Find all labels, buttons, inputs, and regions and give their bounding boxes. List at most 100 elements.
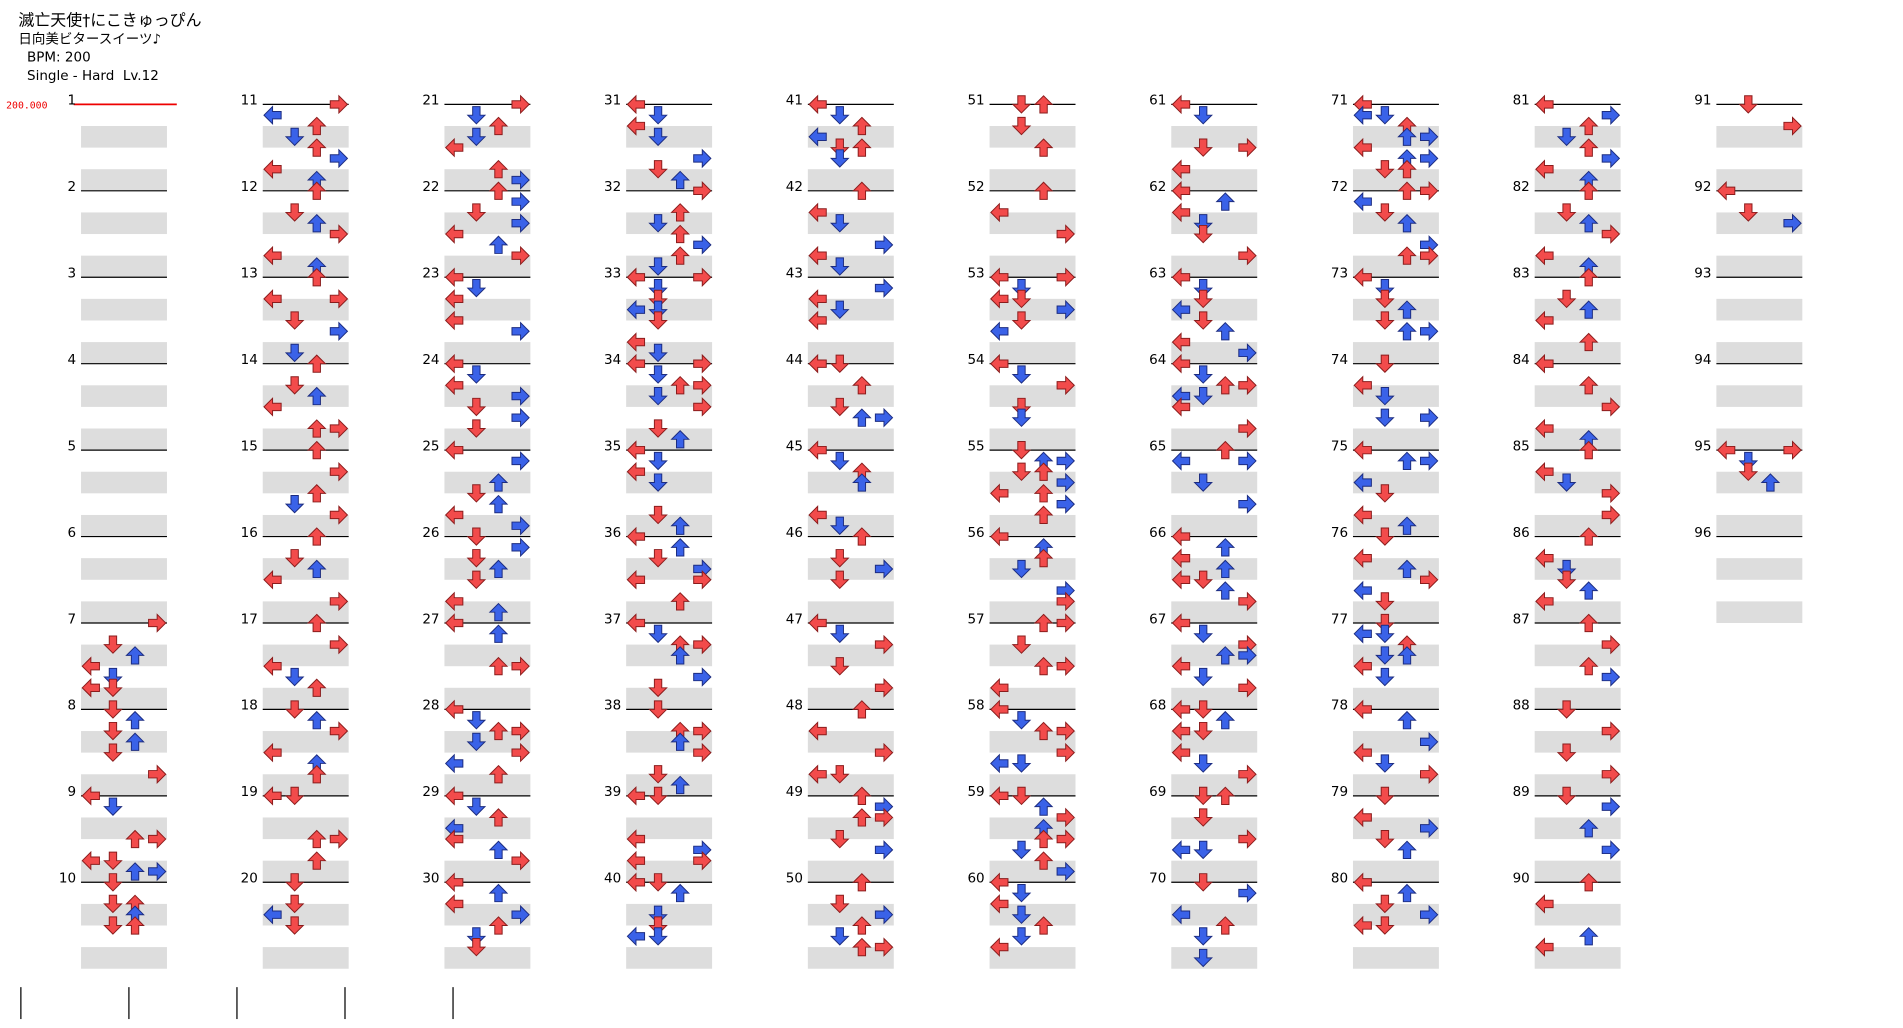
beat-band [1534, 125, 1621, 148]
arrow-note [1056, 267, 1075, 288]
beat-band [81, 947, 167, 969]
arrow-note [1215, 916, 1236, 935]
beat-band [1534, 947, 1621, 969]
beat-band [1352, 774, 1439, 796]
arrow-note [1375, 106, 1395, 125]
measure-number: 80 [1331, 871, 1348, 887]
arrow-note [626, 440, 646, 460]
arrow-note [670, 732, 690, 751]
arrow-note [444, 786, 464, 806]
beat-band [1716, 212, 1803, 235]
measure-number: 55 [967, 438, 984, 454]
arrow-note [990, 678, 1009, 698]
arrow-note [1375, 894, 1395, 914]
arrow-note [670, 376, 690, 395]
arrow-note [1215, 646, 1236, 665]
arrow-note [852, 408, 872, 427]
arrow-note [648, 300, 668, 319]
beat-band [1171, 774, 1258, 796]
measure-number: 68 [1149, 698, 1166, 714]
arrow-note [263, 289, 282, 309]
arrow-note [1238, 883, 1257, 903]
arrow-note [329, 721, 349, 741]
song-title: 滅亡天使†にこきゅっぴん [18, 10, 201, 29]
arrow-note [284, 127, 305, 147]
arrow-note [990, 321, 1009, 342]
beat-band [444, 385, 531, 407]
beat-band [1534, 558, 1621, 580]
beat-band [1171, 817, 1258, 840]
arrow-note [1171, 267, 1191, 288]
beat-band [1534, 860, 1621, 883]
arrow-note [1578, 181, 1599, 200]
arrow-note [1353, 656, 1372, 676]
arrow-note [1420, 127, 1439, 147]
arrow-note [1171, 94, 1191, 115]
arrow-note [829, 624, 850, 644]
beat-band [626, 342, 713, 364]
arrow-note [488, 181, 509, 200]
arrow-note [648, 214, 668, 233]
beat-band [807, 687, 894, 710]
measure-number: 71 [1331, 93, 1348, 109]
measure-number: 21 [422, 93, 439, 109]
arrow-note [693, 569, 712, 590]
arrow-note [1353, 699, 1372, 720]
arrow-note [874, 407, 894, 428]
arrow-note [103, 678, 123, 698]
beat-band [1534, 644, 1621, 667]
beat-band [1352, 385, 1439, 407]
arrow-note [1238, 245, 1257, 266]
arrow-note [466, 484, 487, 503]
measure-number: 39 [604, 784, 621, 800]
arrow-note [444, 267, 464, 288]
measure-number: 15 [241, 438, 258, 454]
arrow-note [1578, 656, 1599, 676]
arrow-note [1397, 646, 1417, 665]
arrow-note [852, 376, 872, 395]
beat-band [989, 731, 1076, 753]
beat-band [1352, 298, 1439, 321]
measure-number: 86 [1513, 525, 1530, 541]
beat-band [1716, 601, 1803, 623]
beat-band [262, 687, 349, 710]
arrow-note [1056, 224, 1075, 244]
arrow-note [1353, 742, 1372, 763]
beat-band [81, 169, 167, 191]
arrow-note [670, 538, 690, 557]
arrow-note [648, 678, 668, 698]
arrow-note [990, 753, 1009, 774]
arrow-note [1215, 440, 1236, 460]
measure-number: 72 [1331, 179, 1348, 195]
arrow-note [874, 904, 894, 925]
arrow-note [329, 591, 349, 612]
measure-number: 89 [1513, 784, 1530, 800]
arrow-note [1556, 570, 1577, 590]
arrow-note [1011, 711, 1032, 730]
beat-band [989, 903, 1076, 926]
arrow-note [1397, 883, 1417, 903]
arrow-note [1375, 289, 1395, 309]
beat-band [989, 298, 1076, 321]
arrow-note [1556, 473, 1577, 492]
arrow-note [1011, 559, 1032, 579]
arrow-note [648, 311, 668, 330]
beat-band [989, 428, 1076, 451]
arrow-note [626, 299, 646, 320]
arrow-note [306, 829, 327, 849]
arrow-note [148, 613, 167, 633]
beat-band [81, 471, 167, 494]
beat-band [807, 731, 894, 753]
beat-band [626, 731, 713, 753]
measure-number: 65 [1149, 438, 1166, 454]
arrow-note [670, 883, 690, 903]
arrow-note [808, 245, 827, 266]
arrow-note [284, 549, 305, 568]
arrow-note [852, 808, 872, 827]
arrow-note [874, 742, 894, 763]
measure-number: 64 [1149, 352, 1166, 368]
arrow-note [444, 137, 464, 158]
arrow-note [466, 927, 487, 946]
measure-number: 74 [1331, 352, 1348, 368]
arrow-note [829, 397, 850, 417]
